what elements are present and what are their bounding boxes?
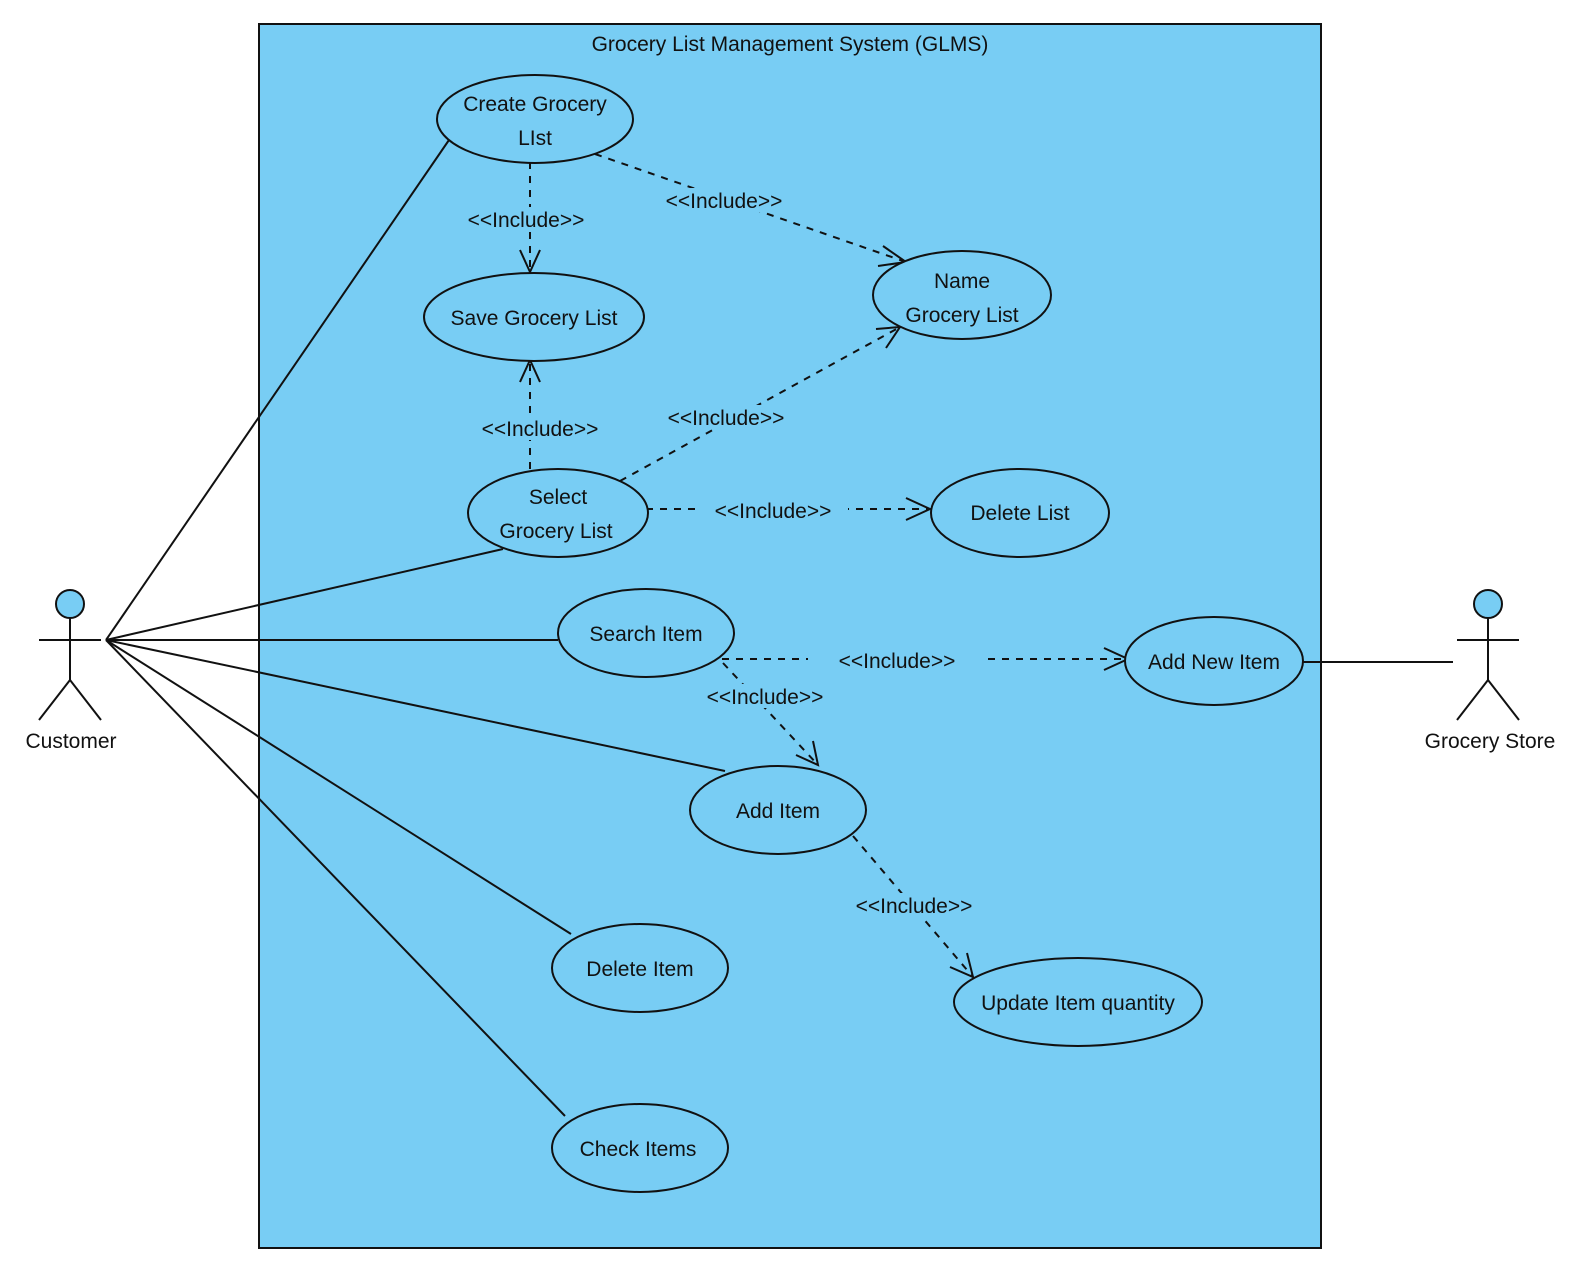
actor-grocery-store[interactable]: Grocery Store [1425, 589, 1556, 753]
assoc-customer-delete-item [105, 639, 572, 935]
use-case-select-grocery-list[interactable]: Select Grocery List [467, 468, 649, 558]
assoc-customer-select-list [105, 548, 504, 641]
use-case-label: Add New Item [1148, 651, 1280, 674]
actor-label: Grocery Store [1425, 730, 1556, 753]
arrowhead [795, 740, 820, 767]
include-labels: <<Include>> <<Include>> <<Include>> <<In… [468, 190, 973, 918]
use-cases: Create Grocery LIst Save Grocery List Na… [423, 74, 1304, 1193]
use-case-create-grocery-list[interactable]: Create Grocery LIst [436, 74, 634, 164]
include-edge-select-name [619, 326, 901, 482]
arrowhead [949, 952, 975, 979]
system-title: Grocery List Management System (GLMS) [592, 33, 989, 56]
include-label: <<Include>> [707, 686, 824, 709]
use-case-add-item[interactable]: Add Item [689, 765, 867, 855]
include-label: <<Include>> [839, 650, 956, 673]
include-label: <<Include>> [468, 209, 585, 232]
actor-label: Customer [25, 730, 116, 753]
use-case-save-grocery-list[interactable]: Save Grocery List [423, 272, 645, 362]
use-case-label: Grocery List [905, 304, 1018, 327]
use-case-label: Add Item [736, 800, 820, 823]
use-case-name-grocery-list[interactable]: Name Grocery List [872, 250, 1052, 340]
actor-customer[interactable]: Customer [25, 589, 117, 753]
use-case-search-item[interactable]: Search Item [557, 588, 735, 678]
use-case-add-new-item[interactable]: Add New Item [1124, 616, 1304, 706]
include-label-backgrounds [458, 188, 986, 917]
include-label: <<Include>> [666, 190, 783, 213]
use-case-check-items[interactable]: Check Items [551, 1103, 729, 1193]
actor-head [55, 589, 85, 619]
use-case-label: Check Items [580, 1138, 697, 1161]
include-label: <<Include>> [482, 418, 599, 441]
use-case-label: Create Grocery [463, 93, 607, 116]
include-label: <<Include>> [715, 500, 832, 523]
use-case-update-item-quantity[interactable]: Update Item quantity [953, 957, 1203, 1047]
use-case-delete-item[interactable]: Delete Item [551, 923, 729, 1013]
use-case-label: Search Item [589, 623, 702, 646]
use-case-label: Name [934, 270, 990, 293]
use-case-label: Delete Item [586, 958, 693, 981]
include-label: <<Include>> [856, 895, 973, 918]
use-case-label: Select [529, 486, 588, 509]
actor-head [1473, 589, 1503, 619]
use-case-label: Delete List [970, 502, 1069, 525]
assoc-customer-create-list [105, 139, 450, 641]
use-case-label: Grocery List [499, 520, 612, 543]
use-case-label: Save Grocery List [451, 307, 618, 330]
arrowhead [905, 497, 933, 521]
include-edge-add-update [852, 835, 974, 978]
arrowhead [519, 249, 541, 275]
use-case-delete-list[interactable]: Delete List [930, 468, 1110, 558]
assoc-customer-check-items [105, 639, 566, 1117]
use-case-label: LIst [518, 127, 552, 150]
include-label: <<Include>> [668, 407, 785, 430]
associations [105, 139, 1453, 1117]
include-edge-search-add-item [722, 662, 819, 766]
assoc-customer-add-item [105, 639, 726, 772]
use-case-label: Update Item quantity [981, 992, 1175, 1015]
